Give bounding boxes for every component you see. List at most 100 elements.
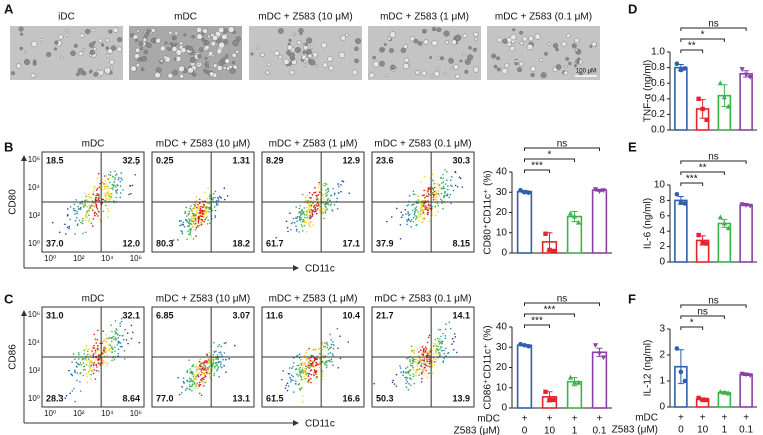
event-dot — [228, 358, 231, 360]
event-dot — [84, 231, 87, 234]
event-dot — [201, 219, 204, 221]
event-dot — [108, 195, 111, 198]
event-dot — [197, 220, 200, 223]
event-dot — [310, 200, 313, 202]
event-dot — [307, 375, 310, 377]
event-dot — [223, 352, 226, 354]
event-dot — [199, 383, 202, 386]
data-point — [575, 379, 582, 385]
event-dot — [203, 213, 206, 216]
cell — [235, 49, 240, 54]
event-dot — [451, 176, 453, 178]
event-dot — [414, 210, 416, 213]
cell — [91, 28, 96, 33]
x-row-value: + — [678, 413, 684, 424]
cell — [338, 52, 345, 59]
event-dot — [318, 191, 321, 194]
significance-label: ns — [708, 19, 719, 30]
event-dot — [196, 382, 198, 384]
cell — [561, 41, 567, 47]
event-dot — [443, 349, 445, 352]
event-dot — [410, 378, 413, 381]
event-dot — [114, 184, 116, 187]
event-dot — [97, 358, 100, 360]
event-dot — [412, 375, 415, 378]
event-dot — [330, 339, 332, 341]
event-dot — [194, 222, 197, 225]
cell — [179, 74, 184, 79]
data-point — [571, 379, 578, 385]
event-dot — [190, 217, 193, 219]
cell — [384, 73, 388, 77]
event-dot — [112, 200, 115, 202]
event-dot — [312, 365, 314, 367]
cell — [303, 63, 307, 67]
event-dot — [93, 361, 95, 364]
event-dot — [295, 230, 298, 232]
event-dot — [318, 206, 320, 208]
cell — [146, 42, 152, 49]
event-dot — [308, 347, 311, 350]
event-dot — [440, 176, 442, 179]
event-dot — [326, 360, 329, 362]
event-dot — [197, 207, 200, 210]
event-dot — [424, 204, 427, 207]
quadrant-value: 13.1 — [232, 393, 250, 403]
event-dot — [196, 212, 199, 214]
event-dot — [82, 217, 84, 220]
event-dot — [134, 173, 136, 176]
event-dot — [115, 196, 117, 199]
event-dot — [327, 348, 330, 351]
bar — [516, 344, 533, 409]
event-dot — [447, 185, 449, 187]
event-dot — [422, 350, 425, 353]
event-dot — [91, 350, 93, 352]
event-dot — [91, 360, 93, 362]
cell — [351, 69, 358, 76]
event-dot — [300, 358, 302, 361]
cell — [108, 29, 113, 34]
event-dot — [421, 371, 423, 374]
significance-label: ** — [699, 163, 707, 174]
event-dot — [326, 346, 329, 349]
event-dot — [323, 346, 325, 348]
event-dot — [97, 197, 100, 199]
event-dot — [444, 334, 447, 337]
flow-y-tick: 10⁴ — [28, 183, 41, 192]
event-dot — [102, 210, 105, 213]
event-dot — [306, 359, 308, 361]
cell — [228, 26, 235, 33]
cell — [164, 41, 168, 45]
significance-label: ns — [557, 294, 568, 305]
event-dot — [317, 190, 319, 192]
event-dot — [211, 358, 214, 361]
event-dot — [420, 213, 422, 216]
event-dot — [188, 222, 191, 225]
flow-x-tick: 10⁰ — [44, 409, 56, 418]
cell — [379, 60, 385, 67]
significance-label: * — [548, 150, 552, 161]
event-dot — [446, 194, 449, 197]
event-dot — [315, 364, 318, 367]
event-dot — [414, 215, 416, 217]
event-dot — [92, 372, 95, 375]
event-dot — [234, 344, 236, 347]
event-dot — [309, 222, 311, 224]
data-point — [721, 94, 727, 100]
event-dot — [137, 161, 140, 163]
event-dot — [324, 184, 326, 187]
event-dot — [107, 349, 109, 352]
event-dot — [58, 394, 60, 396]
event-dot — [203, 203, 205, 206]
cell — [473, 31, 479, 37]
event-dot — [191, 219, 193, 221]
event-dot — [74, 358, 76, 360]
event-dot — [442, 187, 445, 190]
event-dot — [296, 215, 299, 218]
event-dot — [90, 377, 92, 380]
event-dot — [99, 342, 101, 344]
cell — [142, 37, 147, 42]
event-dot — [200, 370, 203, 373]
cell — [179, 41, 183, 46]
event-dot — [302, 364, 305, 366]
